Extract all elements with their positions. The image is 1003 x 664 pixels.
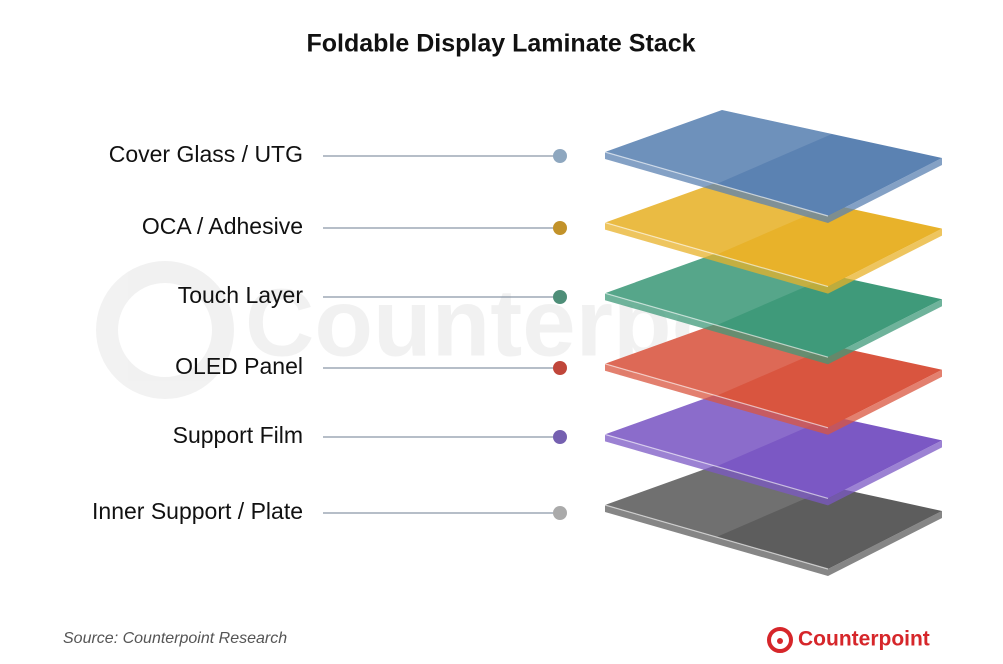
- plate-edge: [605, 222, 942, 294]
- leader-dot: [553, 506, 567, 520]
- plate-edge: [605, 434, 942, 506]
- layers: Cover Glass / UTG OCA / Adhesive Touch Lay…: [92, 110, 942, 576]
- brand-icon: [767, 627, 793, 653]
- brand-logo: Counterpoint: [767, 627, 930, 653]
- layer-label: Inner Support / Plate: [92, 498, 303, 524]
- plate-edge: [605, 363, 942, 435]
- plate-highlight: [604, 433, 829, 499]
- leader-dot: [553, 430, 567, 444]
- plate-highlight: [604, 363, 829, 429]
- plate-highlight: [604, 151, 829, 217]
- brand-icon-dot: [777, 638, 783, 644]
- plate-top: [605, 251, 942, 358]
- plate-top: [605, 463, 942, 569]
- plate-edge: [605, 293, 942, 365]
- plate-top: [605, 180, 942, 287]
- leader-dot: [553, 290, 567, 304]
- plate-top: [605, 321, 942, 428]
- layer-label: Touch Layer: [178, 282, 304, 308]
- title: Foldable Display Laminate Stack: [306, 30, 695, 58]
- leader-dot: [553, 221, 567, 235]
- plate-top: [605, 392, 942, 499]
- plate-highlight: [604, 222, 829, 288]
- plate-top: [605, 110, 942, 216]
- plate-edge: [605, 152, 942, 223]
- layer-label: OLED Panel: [175, 353, 303, 379]
- layer-label: Cover Glass / UTG: [109, 141, 303, 167]
- plate-highlight: [604, 292, 829, 358]
- source: Source: Counterpoint Research: [63, 630, 287, 647]
- layer-label: OCA / Adhesive: [142, 213, 303, 239]
- plate: [604, 110, 942, 223]
- plate-edge: [605, 505, 942, 576]
- plate-highlight: [604, 504, 829, 570]
- layer-label: Support Film: [173, 422, 303, 448]
- watermark-logo: [96, 261, 234, 399]
- leader-dot: [553, 361, 567, 375]
- brand-text: Counterpoint: [798, 628, 930, 651]
- leader-dot: [553, 149, 567, 163]
- plate-shine: [605, 110, 832, 184]
